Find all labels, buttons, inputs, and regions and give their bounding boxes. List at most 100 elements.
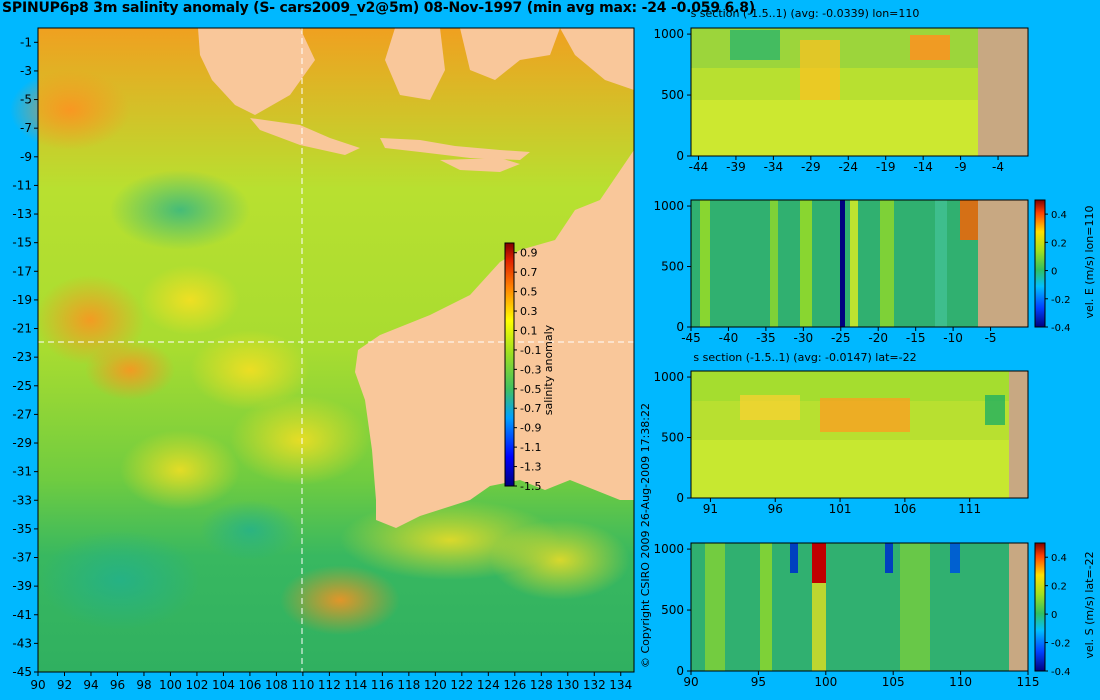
y-tick-label: 500 — [661, 260, 684, 274]
y-tick-label: -15 — [12, 236, 32, 250]
section4-land — [1009, 543, 1028, 671]
x-tick-label: 96 — [768, 502, 783, 516]
y-tick-label: 500 — [661, 603, 684, 617]
colorbar-tick-label: 0.1 — [520, 324, 538, 337]
x-tick-label: 130 — [556, 678, 579, 692]
y-tick-label: -29 — [12, 436, 32, 450]
land-australia — [355, 150, 634, 528]
y-tick-label: -25 — [12, 379, 32, 393]
y-tick-label: -11 — [12, 178, 32, 192]
section4-colorbar-label: vel. S (m/s) lat=-22 — [1083, 551, 1096, 658]
x-tick-label: 134 — [609, 678, 632, 692]
section3-frame — [690, 370, 1029, 499]
x-tick-label: -34 — [764, 160, 784, 174]
x-tick-label: -24 — [838, 160, 858, 174]
y-tick-label: -3 — [20, 64, 32, 78]
colorbar-tick-label: 0.9 — [520, 247, 538, 260]
y-tick-label: 1000 — [653, 370, 684, 384]
section4-frame — [690, 542, 1029, 672]
x-tick-label: -25 — [831, 331, 851, 345]
y-tick-label: 1000 — [653, 542, 684, 556]
y-tick-label: -19 — [12, 293, 32, 307]
x-tick-label: 106 — [893, 502, 916, 516]
y-tick-label: 500 — [661, 88, 684, 102]
colorbar-tick-label: 0.2 — [1051, 582, 1067, 593]
x-tick-label: 124 — [477, 678, 500, 692]
land-new-guinea — [560, 28, 634, 90]
section4-x-axis: 90 95 100 105 110 115 — [683, 671, 1039, 689]
land-borneo-east — [460, 28, 560, 80]
map-title: SPINUP6p8 3m salinity anomaly (S- cars20… — [2, 0, 755, 16]
colorbar-tick-label: -1.3 — [520, 461, 541, 474]
section2-field — [691, 200, 978, 327]
section3-land — [1009, 371, 1028, 498]
y-tick-label: 1000 — [653, 199, 684, 213]
x-tick-label: -39 — [726, 160, 746, 174]
y-tick-label: 500 — [661, 431, 684, 445]
y-tick-label: -33 — [12, 493, 32, 507]
map-panel: 90 92 94 96 98 100 102 104 106 108 110 112 114 116 118… — [10, 27, 635, 692]
section1-frame — [690, 27, 1029, 157]
section1-panel: s section (-1.5..1) (avg: -0.0339) lon=1… — [653, 7, 1029, 174]
colorbar-tick-label: -0.1 — [520, 344, 541, 357]
colorbar-tick-label: 0.3 — [520, 305, 538, 318]
x-tick-label: 116 — [371, 678, 394, 692]
x-tick-label: 118 — [397, 678, 420, 692]
y-tick-label: -1 — [20, 35, 32, 49]
section4-colorbar — [1034, 542, 1046, 672]
y-tick-label: -27 — [12, 407, 32, 421]
x-tick-label: 120 — [424, 678, 447, 692]
section2-colorbar-ticks: 0.4 0.2 0 -0.2 -0.4 — [1045, 210, 1071, 334]
x-tick-label: -29 — [801, 160, 821, 174]
section2-land — [978, 200, 1028, 327]
colorbar-tick-label: -0.9 — [520, 422, 541, 435]
section2-x-axis: -45 -40 -35 -30 -25 -20 -15 -10 -5 — [681, 327, 997, 345]
x-tick-label: 114 — [344, 678, 367, 692]
x-tick-label: 102 — [185, 678, 208, 692]
land-timor — [440, 158, 520, 172]
colorbar-tick-label: -0.2 — [1051, 295, 1071, 306]
x-tick-label: 132 — [583, 678, 606, 692]
colorbar-tick-label: 0 — [1051, 610, 1057, 621]
x-tick-label: 101 — [829, 502, 852, 516]
x-tick-label: 100 — [814, 675, 837, 689]
y-tick-label: -21 — [12, 322, 32, 336]
x-tick-label: 106 — [238, 678, 261, 692]
section3-x-axis: 91 96 101 106 111 — [703, 498, 981, 516]
x-tick-label: 110 — [291, 678, 314, 692]
salinity-colorbar-ticks: 0.9 0.7 0.5 0.3 0.1 -0.1 -0.3 -0.5 -0.7 -0.9 -1.1 -… — [514, 247, 541, 493]
x-tick-label: -40 — [719, 331, 739, 345]
x-tick-label: -4 — [992, 160, 1004, 174]
colorbar-tick-label: 0 — [1051, 267, 1057, 278]
section4-panel: 90 95 100 105 110 115 0 500 1000 0.4 0.2 0 -0.2 -0.… — [653, 542, 1096, 689]
y-tick-label: -13 — [12, 207, 32, 221]
colorbar-tick-label: -0.5 — [520, 383, 541, 396]
map-eddy-texture — [10, 70, 630, 635]
colorbar-tick-label: 0.4 — [1051, 210, 1067, 221]
x-tick-label: 105 — [882, 675, 905, 689]
x-tick-label: -20 — [868, 331, 888, 345]
colorbar-tick-label: -1.1 — [520, 441, 541, 454]
section4-field — [691, 543, 1009, 671]
section1-x-axis: -44 -39 -34 -29 -24 -19 -14 -9 -4 — [689, 156, 1004, 174]
colorbar-tick-label: -1.5 — [520, 480, 541, 493]
section3-panel: s section (-1.5..1) (avg: -0.0147) lat=-… — [653, 351, 1029, 516]
land-sumatra — [198, 28, 315, 115]
x-tick-label: 90 — [30, 678, 45, 692]
colorbar-tick-label: 0.7 — [520, 266, 538, 279]
colorbar-tick-label: 0.4 — [1051, 553, 1067, 564]
x-tick-label: -14 — [913, 160, 933, 174]
map-y-axis: -1 -3 -5 -7 -9 -11 -13 -15 -17 -19 -21 -23 -25 -27 -29… — [12, 35, 38, 679]
x-tick-label: -30 — [794, 331, 814, 345]
x-tick-label: 94 — [83, 678, 98, 692]
x-tick-label: -15 — [906, 331, 926, 345]
colorbar-tick-label: -0.3 — [520, 363, 541, 376]
y-tick-label: -39 — [12, 579, 32, 593]
colorbar-tick-label: 0.2 — [1051, 238, 1067, 249]
y-tick-label: -45 — [12, 665, 32, 679]
x-tick-label: 98 — [136, 678, 151, 692]
x-tick-label: -35 — [756, 331, 776, 345]
x-tick-label: -44 — [689, 160, 709, 174]
y-tick-label: 0 — [676, 491, 684, 505]
